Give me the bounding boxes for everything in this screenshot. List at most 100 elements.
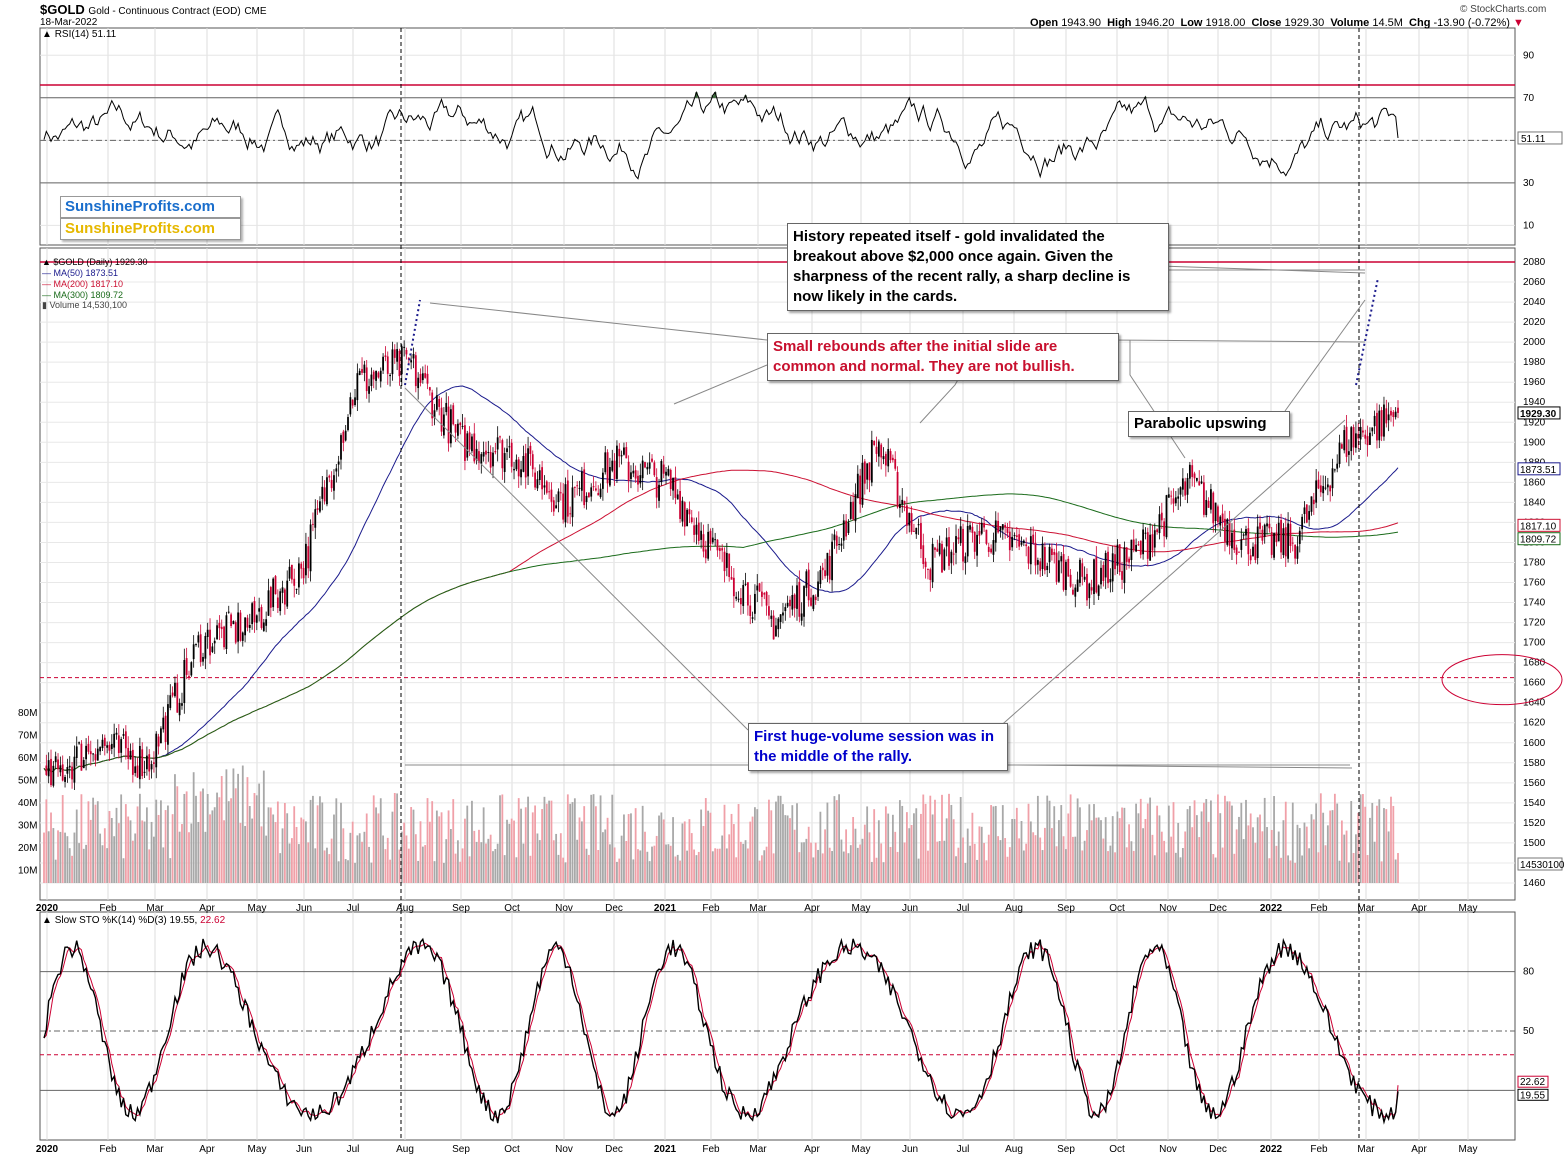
volume-bar — [1282, 820, 1285, 883]
volume-bar — [920, 813, 922, 883]
volume-bar — [903, 842, 906, 883]
volume-bar — [251, 818, 254, 883]
candle-body — [1177, 496, 1180, 499]
volume-bar — [1340, 820, 1343, 883]
price-tick-label: 1460 — [1523, 878, 1546, 889]
volume-bar — [1357, 812, 1360, 883]
annotation-rebounds: Small rebounds after the initial slide a… — [767, 333, 1119, 381]
candle-body — [164, 715, 167, 742]
candle-body — [1333, 469, 1336, 471]
candle-body — [1046, 565, 1049, 570]
logo-blue: SunshineProfits.com — [60, 196, 241, 218]
candle-body — [550, 489, 553, 502]
candle-body — [564, 484, 567, 523]
candle-body — [1139, 540, 1142, 555]
volume-bar — [1397, 853, 1399, 883]
volume-bar — [478, 829, 480, 883]
volume-bar — [501, 794, 504, 883]
candle-body — [927, 568, 929, 570]
volume-bar — [1069, 794, 1072, 883]
candle-body — [1359, 426, 1362, 440]
volume-bar — [496, 843, 499, 883]
volume-bar — [1125, 847, 1128, 883]
candle-body — [983, 522, 985, 528]
candle-body — [171, 692, 174, 696]
volume-bar — [349, 832, 352, 883]
candle-body — [877, 441, 880, 457]
volume-bar — [153, 836, 155, 883]
volume-bar — [969, 845, 971, 883]
sto-panel — [39, 911, 1516, 1141]
candle-body — [761, 591, 763, 597]
volume-bar — [761, 855, 763, 883]
candle-body — [307, 546, 310, 569]
volume-bar — [768, 799, 770, 883]
candle-body — [1376, 412, 1378, 441]
month-tick-label: Jun — [902, 1144, 918, 1155]
candle-body — [1025, 544, 1028, 547]
candle-body — [319, 501, 321, 512]
volume-bar — [1153, 855, 1156, 883]
volume-bar — [891, 814, 894, 883]
candle-body — [1224, 518, 1226, 542]
candle-body — [913, 530, 915, 532]
volume-bar — [234, 788, 237, 883]
volume-bar — [442, 862, 445, 883]
candle-body — [265, 619, 268, 626]
volume-bar — [1181, 848, 1184, 883]
candle-body — [241, 632, 244, 641]
volume-bar — [85, 844, 87, 883]
volume-bar — [1280, 857, 1282, 883]
month-tick-label: Apr — [804, 903, 820, 914]
candle-body — [891, 457, 894, 461]
candle-body — [1289, 523, 1292, 546]
candle-body — [57, 759, 59, 770]
candle-body — [108, 744, 111, 751]
volume-bar — [1146, 803, 1149, 883]
volume-bar — [901, 805, 904, 883]
volume-bar — [190, 823, 193, 883]
candle-body — [412, 353, 415, 359]
price-tick-label: 1920 — [1523, 417, 1546, 428]
volume-bar — [503, 855, 506, 883]
candle-body — [966, 525, 969, 557]
candle-body — [559, 492, 562, 494]
volume-bar — [414, 834, 417, 883]
candle-body — [536, 479, 539, 489]
volume-bar — [786, 815, 789, 883]
candle-body — [1179, 487, 1182, 495]
volume-bar — [543, 796, 546, 883]
candle-body — [96, 748, 99, 761]
candle-body — [480, 454, 483, 464]
volume-bar — [578, 817, 581, 883]
candle-body — [347, 417, 349, 431]
volume-bar — [197, 821, 200, 883]
volume-bar — [711, 851, 714, 883]
candle-body — [258, 608, 261, 612]
volume-bar — [358, 833, 361, 883]
candle-body — [1184, 481, 1187, 496]
candle-body — [955, 536, 957, 553]
candle-body — [134, 766, 137, 774]
candle-body — [786, 602, 789, 607]
candle-body — [286, 580, 289, 607]
candle-body — [153, 762, 155, 764]
volume-bar — [1308, 848, 1311, 883]
candle-body — [1273, 533, 1275, 558]
candle-body — [522, 456, 525, 472]
volume-bar — [82, 848, 85, 883]
candle-body — [990, 548, 992, 553]
sto-k-line — [43, 937, 1399, 1125]
candle-body — [293, 578, 296, 586]
month-tick-label: May — [248, 903, 267, 914]
volume-bar — [1083, 840, 1086, 883]
candle-body — [1193, 473, 1196, 479]
candle-body — [704, 549, 707, 559]
volume-bar — [1319, 793, 1322, 883]
volume-bar — [585, 848, 588, 883]
volume-bar — [447, 810, 450, 883]
candle-body — [805, 571, 808, 588]
candle-body — [452, 405, 455, 425]
candle-body — [917, 524, 920, 526]
candle-body — [1022, 540, 1025, 543]
